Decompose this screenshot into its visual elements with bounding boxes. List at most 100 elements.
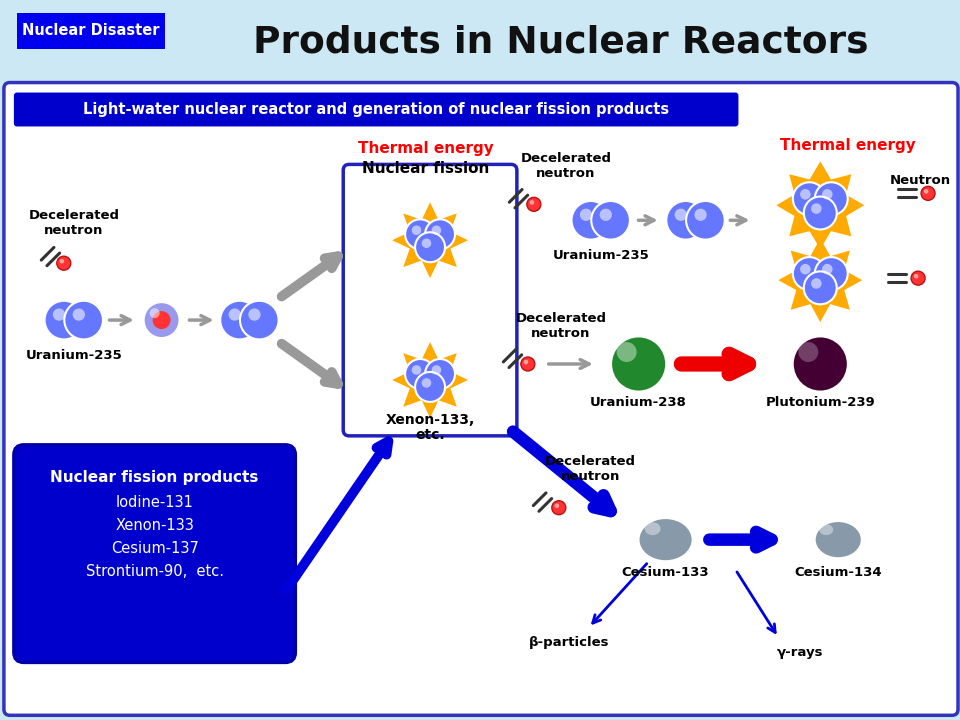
Text: Decelerated: Decelerated xyxy=(28,209,119,222)
Circle shape xyxy=(150,308,159,318)
Circle shape xyxy=(811,203,822,214)
Circle shape xyxy=(144,302,180,338)
FancyBboxPatch shape xyxy=(17,13,164,49)
Circle shape xyxy=(571,201,611,240)
Circle shape xyxy=(228,308,241,320)
Text: Xenon-133,: Xenon-133, xyxy=(385,413,474,427)
Circle shape xyxy=(425,220,455,249)
Circle shape xyxy=(527,197,540,211)
Circle shape xyxy=(523,360,528,364)
Circle shape xyxy=(804,197,837,230)
Text: Decelerated: Decelerated xyxy=(520,152,612,165)
Circle shape xyxy=(811,278,822,289)
Circle shape xyxy=(580,209,592,221)
Text: Thermal energy: Thermal energy xyxy=(358,141,494,156)
Circle shape xyxy=(412,225,421,235)
Circle shape xyxy=(220,301,259,339)
Circle shape xyxy=(911,271,925,285)
Text: Thermal energy: Thermal energy xyxy=(780,138,916,153)
Circle shape xyxy=(686,201,725,240)
Text: Plutonium-239: Plutonium-239 xyxy=(765,397,876,410)
Bar xyxy=(2,1,960,81)
Text: Cesium-133: Cesium-133 xyxy=(622,566,709,579)
Circle shape xyxy=(64,301,103,339)
Circle shape xyxy=(60,259,64,264)
Circle shape xyxy=(666,201,705,240)
Circle shape xyxy=(800,189,810,199)
Text: γ-rays: γ-rays xyxy=(777,646,824,659)
Text: Cesium-134: Cesium-134 xyxy=(795,566,882,579)
Circle shape xyxy=(921,186,935,200)
Polygon shape xyxy=(392,202,468,278)
FancyBboxPatch shape xyxy=(13,93,738,127)
Circle shape xyxy=(53,308,65,320)
Circle shape xyxy=(675,209,687,221)
Text: neutron: neutron xyxy=(44,224,104,237)
Text: Products in Nuclear Reactors: Products in Nuclear Reactors xyxy=(253,24,869,60)
Circle shape xyxy=(552,500,565,515)
Circle shape xyxy=(521,357,535,371)
Text: Uranium-235: Uranium-235 xyxy=(552,248,649,261)
Circle shape xyxy=(415,233,445,262)
FancyBboxPatch shape xyxy=(344,164,516,436)
Circle shape xyxy=(914,274,919,279)
Text: Nuclear Disaster: Nuclear Disaster xyxy=(22,23,159,38)
Circle shape xyxy=(793,257,826,290)
Text: Decelerated: Decelerated xyxy=(516,312,607,325)
Polygon shape xyxy=(777,161,864,249)
Text: Cesium-137: Cesium-137 xyxy=(110,541,199,556)
Circle shape xyxy=(792,336,849,392)
Circle shape xyxy=(530,200,534,204)
Circle shape xyxy=(240,301,278,339)
Text: Neutron: Neutron xyxy=(890,174,950,187)
Circle shape xyxy=(415,372,445,402)
Circle shape xyxy=(421,378,431,388)
Polygon shape xyxy=(779,238,862,322)
Circle shape xyxy=(591,201,630,240)
Text: Nuclear fission: Nuclear fission xyxy=(362,161,490,176)
Text: Iodine-131: Iodine-131 xyxy=(115,495,194,510)
Circle shape xyxy=(616,342,636,362)
Ellipse shape xyxy=(814,521,862,559)
Polygon shape xyxy=(392,342,468,418)
Circle shape xyxy=(694,209,707,221)
Circle shape xyxy=(793,182,826,215)
Circle shape xyxy=(815,257,848,290)
Circle shape xyxy=(432,365,442,375)
Circle shape xyxy=(555,503,559,508)
Text: neutron: neutron xyxy=(536,167,595,180)
Text: Xenon-133: Xenon-133 xyxy=(115,518,194,534)
Circle shape xyxy=(44,301,84,339)
Circle shape xyxy=(799,342,818,362)
Circle shape xyxy=(405,359,435,389)
Circle shape xyxy=(432,225,442,235)
Text: Uranium-235: Uranium-235 xyxy=(25,348,122,361)
Text: Nuclear fission products: Nuclear fission products xyxy=(51,470,259,485)
Text: Uranium-238: Uranium-238 xyxy=(590,397,687,410)
Circle shape xyxy=(611,336,666,392)
Circle shape xyxy=(249,308,260,320)
Text: β-particles: β-particles xyxy=(529,636,609,649)
Text: etc.: etc. xyxy=(416,428,444,442)
Ellipse shape xyxy=(644,522,660,535)
Circle shape xyxy=(405,220,435,249)
Circle shape xyxy=(412,365,421,375)
Text: Strontium-90,  etc.: Strontium-90, etc. xyxy=(85,564,224,579)
Circle shape xyxy=(421,238,431,248)
Text: neutron: neutron xyxy=(531,327,590,340)
Text: Light-water nuclear reactor and generation of nuclear fission products: Light-water nuclear reactor and generati… xyxy=(84,102,669,117)
Circle shape xyxy=(822,189,832,199)
Circle shape xyxy=(924,189,928,194)
Text: Decelerated: Decelerated xyxy=(545,455,636,468)
Circle shape xyxy=(800,264,810,274)
Text: neutron: neutron xyxy=(561,470,620,483)
Circle shape xyxy=(73,308,85,320)
FancyBboxPatch shape xyxy=(4,83,958,715)
Circle shape xyxy=(57,256,71,270)
FancyBboxPatch shape xyxy=(13,445,296,662)
Circle shape xyxy=(425,359,455,389)
Ellipse shape xyxy=(638,518,693,562)
Ellipse shape xyxy=(819,524,833,535)
Circle shape xyxy=(600,209,612,221)
Circle shape xyxy=(804,271,837,305)
